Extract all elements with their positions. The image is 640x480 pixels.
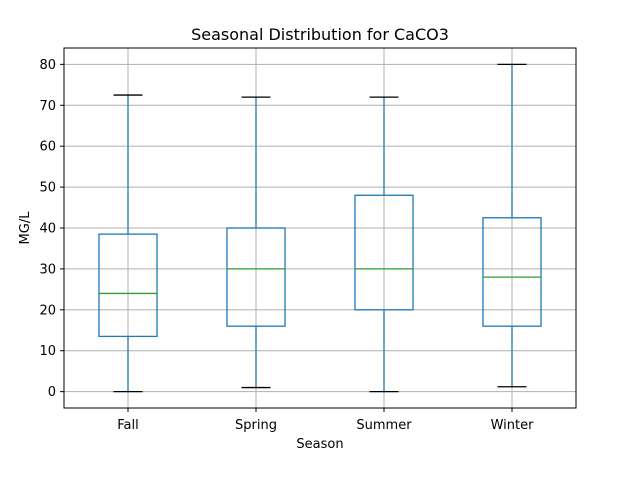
y-tick-label: 20 [39, 303, 56, 318]
y-axis: 0 10 20 30 40 50 60 70 80 [39, 58, 64, 400]
y-tick-label: 70 [39, 99, 56, 114]
x-axis: Fall Spring Summer Winter [117, 408, 534, 433]
grid [64, 48, 576, 408]
y-tick-label: 50 [39, 181, 56, 196]
box-spring [226, 227, 286, 327]
box-summer [354, 194, 414, 311]
y-tick-label: 0 [48, 385, 56, 400]
y-tick-label: 10 [39, 344, 56, 359]
x-axis-label: Season [296, 437, 343, 452]
x-tick-label: Winter [491, 418, 535, 433]
x-tick-label: Spring [235, 418, 277, 433]
y-axis-label: MG/L [18, 211, 33, 245]
y-tick-label: 30 [39, 262, 56, 277]
plot-area [98, 63, 542, 393]
y-tick-label: 80 [39, 58, 56, 73]
x-tick-label: Summer [356, 418, 412, 433]
box-winter [482, 217, 542, 327]
y-tick-label: 60 [39, 140, 56, 155]
y-tick-label: 40 [39, 222, 56, 237]
x-tick-label: Fall [117, 418, 138, 433]
chart-title: Seasonal Distribution for CaCO3 [191, 25, 449, 44]
box-fall [98, 233, 158, 338]
